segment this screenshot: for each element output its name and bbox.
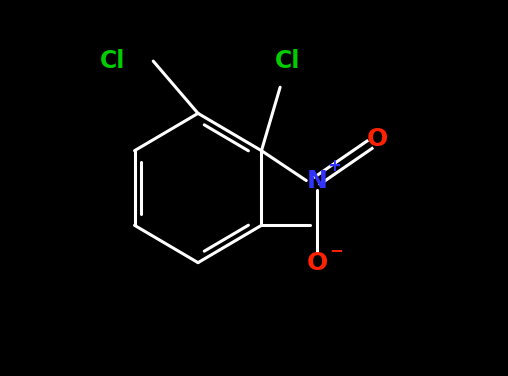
Text: O: O (307, 251, 328, 274)
Text: −: − (329, 241, 343, 259)
Text: +: + (327, 157, 341, 174)
Text: O: O (367, 127, 388, 152)
Text: Cl: Cl (100, 49, 125, 73)
Text: Cl: Cl (275, 49, 300, 73)
Text: N: N (307, 168, 328, 193)
